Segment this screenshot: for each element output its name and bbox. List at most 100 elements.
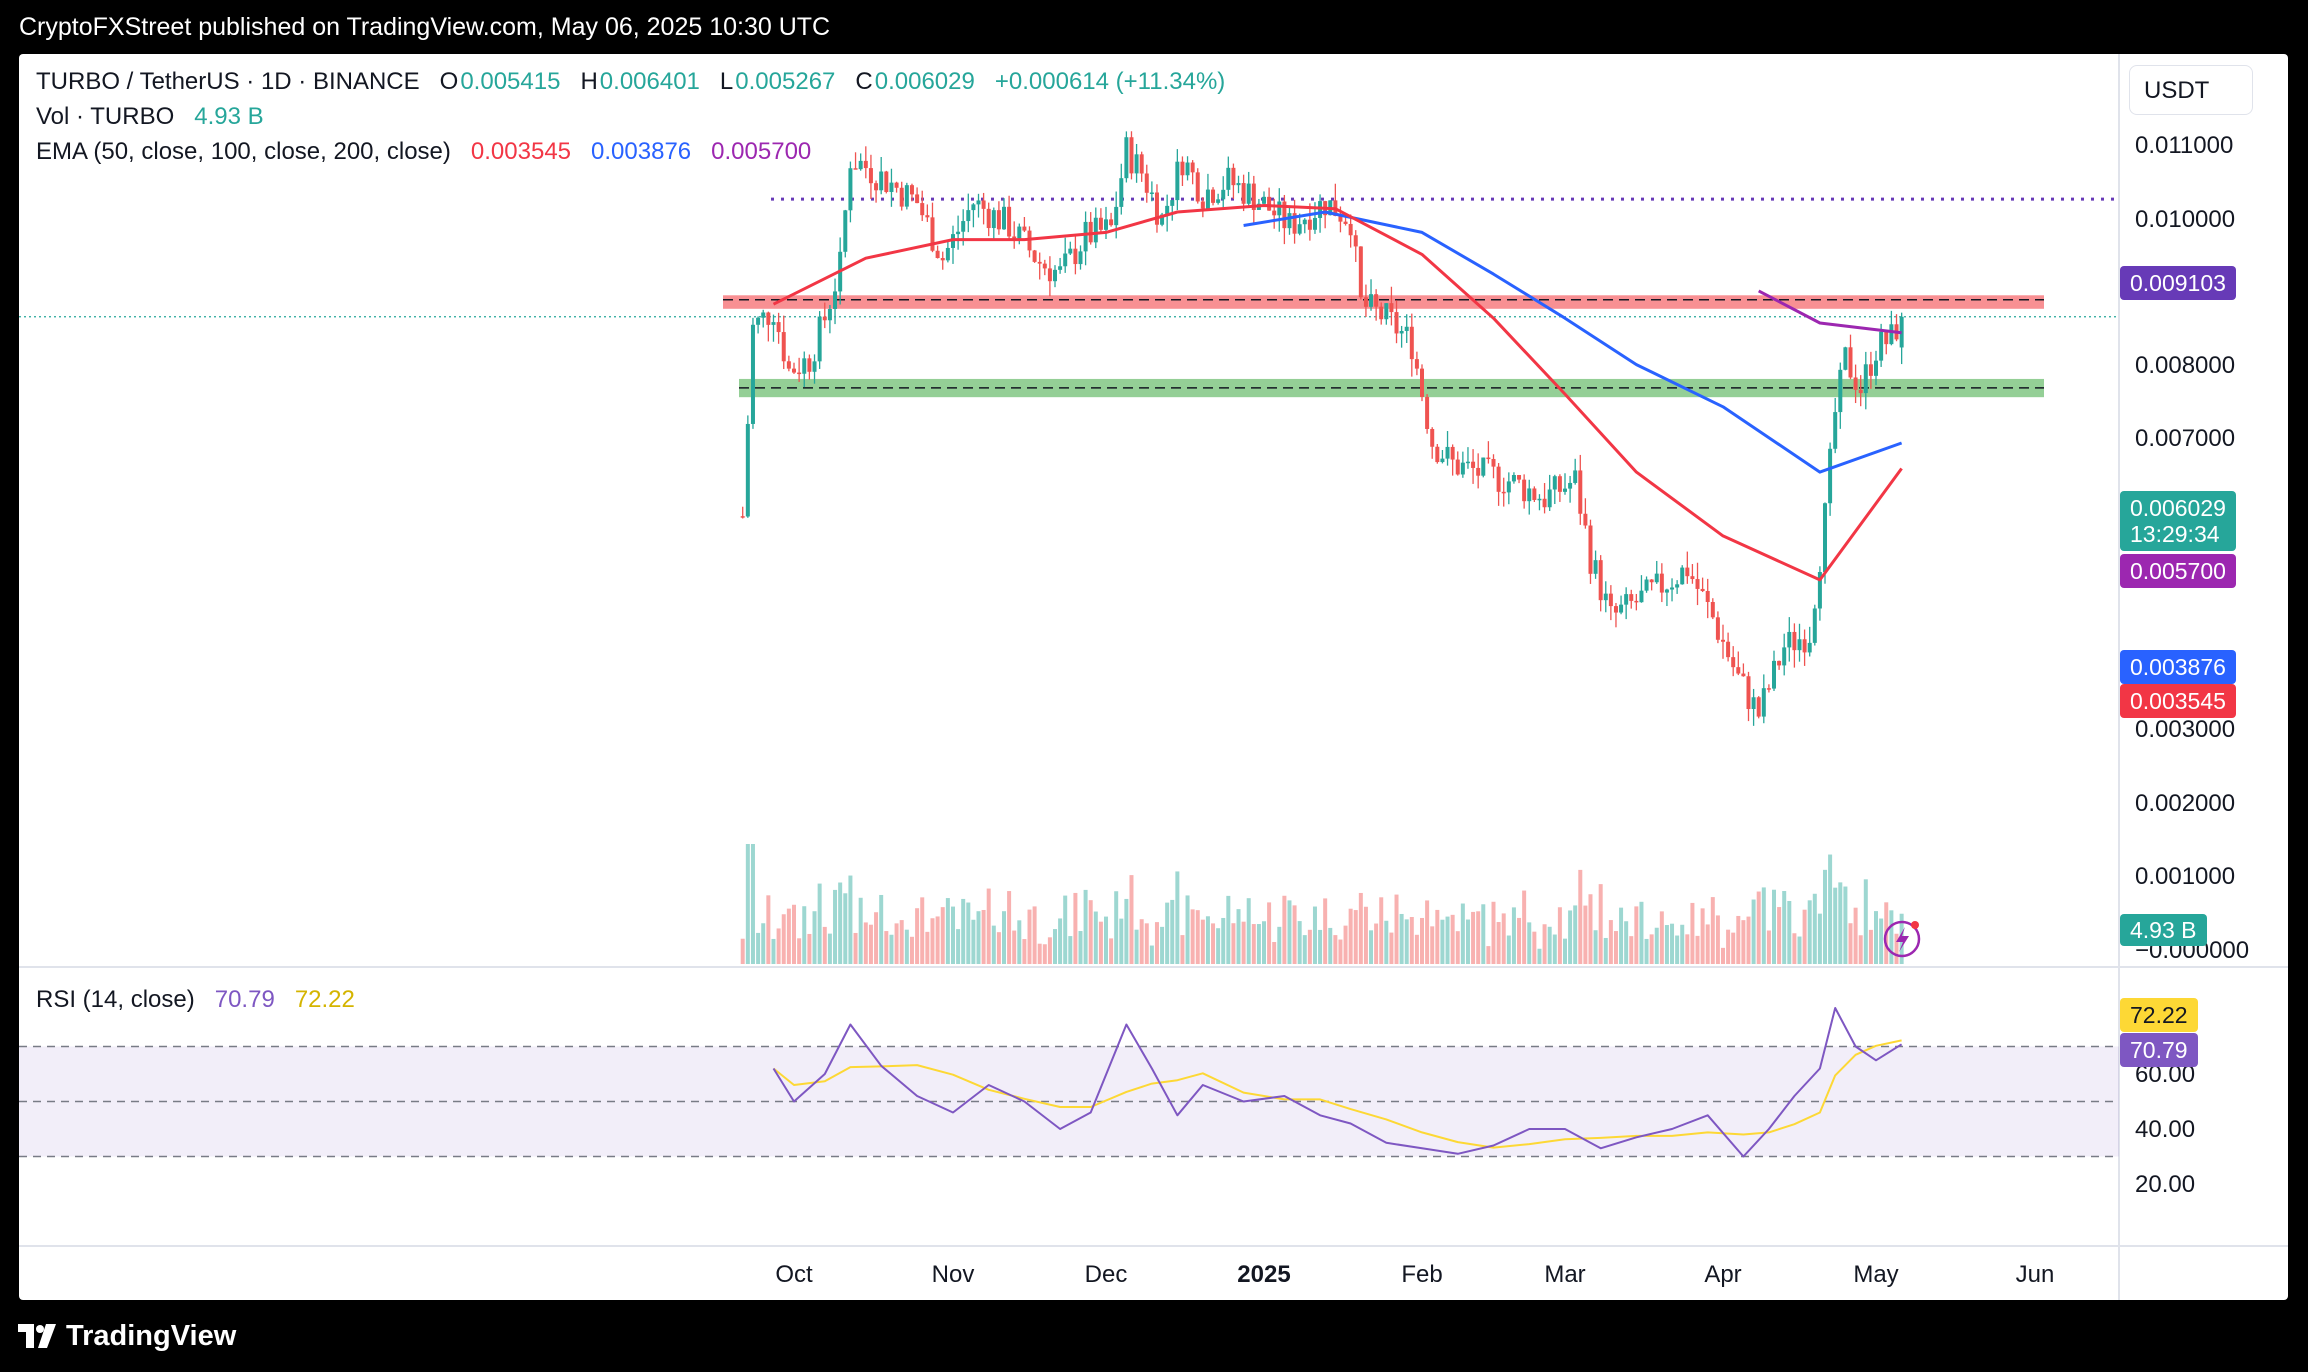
volume-bar — [1634, 906, 1639, 964]
volume-bar — [1246, 898, 1251, 964]
candle-body — [1608, 593, 1613, 607]
currency-unit-button[interactable]: USDT — [2129, 65, 2253, 115]
candle-body — [930, 217, 935, 251]
candle-body — [1680, 567, 1685, 585]
candle-body — [1134, 154, 1139, 174]
candle-body — [1670, 587, 1675, 590]
candle-body — [909, 185, 914, 195]
candle-body — [1828, 448, 1833, 504]
volume-bar — [1379, 897, 1384, 964]
candle-body — [1195, 172, 1200, 202]
chart-canvas[interactable]: 0.011000 0.010000 0.008000 0.007000 0.003000… — [19, 54, 2288, 1300]
candle-body — [1761, 688, 1766, 717]
volume-bar — [1756, 891, 1761, 964]
replay-lightning-icon-dot — [1911, 921, 1919, 929]
candle-body — [1068, 248, 1073, 254]
volume-bar — [1267, 902, 1272, 964]
candle-body — [1568, 482, 1573, 489]
candle-body — [1486, 457, 1491, 460]
candle-body — [1838, 369, 1843, 413]
candle-body — [1450, 446, 1455, 460]
volume-bar — [1766, 930, 1771, 964]
chart-panel[interactable]: 0.011000 0.010000 0.008000 0.007000 0.003000… — [19, 54, 2288, 1300]
candle-body — [884, 171, 889, 193]
ema100-line — [1243, 210, 1903, 474]
candle-body — [1766, 688, 1771, 690]
candle-body — [771, 322, 776, 325]
candle-body — [966, 210, 971, 222]
volume-bar — [1853, 907, 1858, 964]
candle-body — [1772, 660, 1776, 689]
candle-body — [1460, 462, 1465, 475]
volume-bar — [1042, 944, 1047, 964]
time-axis-label: Nov — [932, 1261, 975, 1288]
volume-bar — [1129, 875, 1134, 964]
volume-bar — [1058, 918, 1063, 964]
volume-bar — [1721, 947, 1725, 964]
candle-body — [935, 250, 940, 259]
volume-bar — [1624, 921, 1629, 964]
candle-body — [1751, 697, 1756, 710]
tradingview-logo[interactable]: TradingView — [18, 1320, 236, 1353]
volume-bar — [1603, 937, 1608, 964]
candle-body — [1547, 489, 1552, 508]
volume-bar — [1598, 884, 1603, 964]
candle-body — [1777, 660, 1782, 666]
candle-body — [868, 168, 873, 184]
candle-body — [1848, 347, 1853, 378]
candle-body — [1404, 326, 1409, 331]
legend-high: 0.006401 — [599, 68, 700, 95]
volume-bar — [1205, 916, 1210, 964]
candle-body — [1272, 210, 1277, 216]
price-tick-label: 0.003000 — [2135, 716, 2235, 743]
volume-tag: 4.93 B — [2120, 914, 2207, 946]
last-price-tag: 0.006029 13:29:34 — [2120, 491, 2236, 551]
volume-bar — [1471, 911, 1476, 964]
candle-body — [797, 372, 802, 375]
rsi-line — [772, 1007, 1903, 1158]
volume-bar — [1787, 901, 1792, 964]
volume-bar — [1450, 914, 1455, 964]
candle-body — [812, 361, 817, 372]
volume-bar — [1374, 923, 1379, 964]
candle-body — [827, 308, 832, 321]
volume-bar — [1761, 887, 1766, 964]
volume-bar — [1858, 935, 1863, 964]
legend-vol-value: 4.93 B — [194, 103, 264, 130]
candle-body — [940, 258, 945, 261]
candle-body — [1170, 200, 1175, 206]
candle-body — [1874, 360, 1878, 376]
candle-body — [1149, 192, 1154, 194]
volume-bar — [1792, 933, 1797, 964]
volume-bar — [1251, 924, 1256, 964]
volume-bar — [1134, 929, 1139, 964]
volume-bar — [1736, 915, 1741, 964]
volume-bar — [1200, 919, 1205, 964]
volume-bar — [1384, 920, 1389, 964]
price-tick-label: 0.007000 — [2135, 425, 2235, 452]
volume-bar — [1608, 920, 1613, 964]
volume-bar — [1481, 904, 1486, 964]
footer-bar: TradingView — [0, 1300, 2308, 1372]
candle-body — [1476, 467, 1481, 476]
replay-lightning-icon[interactable] — [1883, 920, 1921, 958]
volume-bar — [935, 916, 940, 964]
volume-bar — [863, 922, 868, 964]
candle-body — [1557, 476, 1562, 492]
level-price-tag: 0.009103 — [2120, 266, 2236, 300]
legend-symbol: TURBO / TetherUS · 1D · BINANCE — [36, 68, 420, 95]
candle-body — [1613, 606, 1618, 613]
volume-bar — [904, 929, 909, 964]
candle-body — [1078, 251, 1083, 265]
volume-bar — [1088, 900, 1093, 964]
candle-body — [1083, 221, 1088, 252]
volume-bar — [750, 844, 755, 964]
candle-body — [1124, 137, 1129, 179]
price-tick-label: 0.001000 — [2135, 863, 2235, 890]
price-tick-label: 0.011000 — [2135, 132, 2233, 159]
ema200-line — [1758, 289, 1902, 335]
volume-bar — [1272, 941, 1277, 964]
candle-body — [920, 203, 925, 216]
volume-bar — [976, 911, 981, 964]
candle-body — [1863, 364, 1868, 394]
